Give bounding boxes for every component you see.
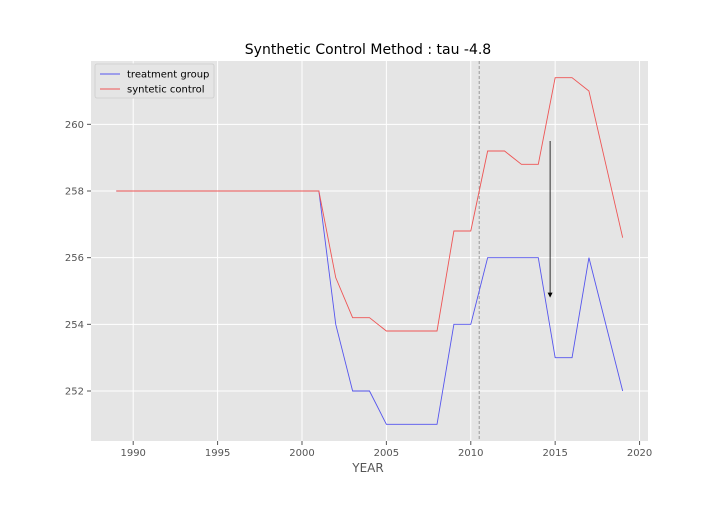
x-tick-label: 2015	[542, 448, 567, 459]
legend-label: syntetic control	[127, 85, 205, 96]
x-tick-label: 2000	[289, 448, 314, 459]
x-tick-label: 2005	[374, 448, 399, 459]
synthetic-control-line	[116, 77, 624, 332]
chart-title: Synthetic Control Method : tau -4.8	[245, 42, 491, 58]
series	[116, 77, 624, 425]
legend-label: treatment group	[127, 70, 209, 81]
x-axis-label: YEAR	[351, 461, 383, 475]
y-tick-label: 260	[65, 120, 84, 131]
x-tick-label: 2010	[458, 448, 483, 459]
x-tick-label: 1990	[120, 448, 145, 459]
y-tick-label: 252	[65, 387, 84, 398]
y-tick-label: 258	[65, 187, 84, 198]
x-tick-label: 2020	[627, 448, 652, 459]
ticks: 1990 1995 2000 2005 2010 2015 2020 252 254 256 258…	[65, 120, 652, 459]
tau-arrow-head	[547, 292, 553, 298]
plot-area	[91, 61, 648, 441]
y-tick-label: 256	[65, 253, 84, 264]
x-tick-label: 1995	[205, 448, 230, 459]
annotations	[478, 61, 553, 441]
legend: treatment group syntetic control	[94, 63, 215, 99]
legend-box	[94, 63, 215, 99]
y-tick-label: 254	[65, 320, 84, 331]
